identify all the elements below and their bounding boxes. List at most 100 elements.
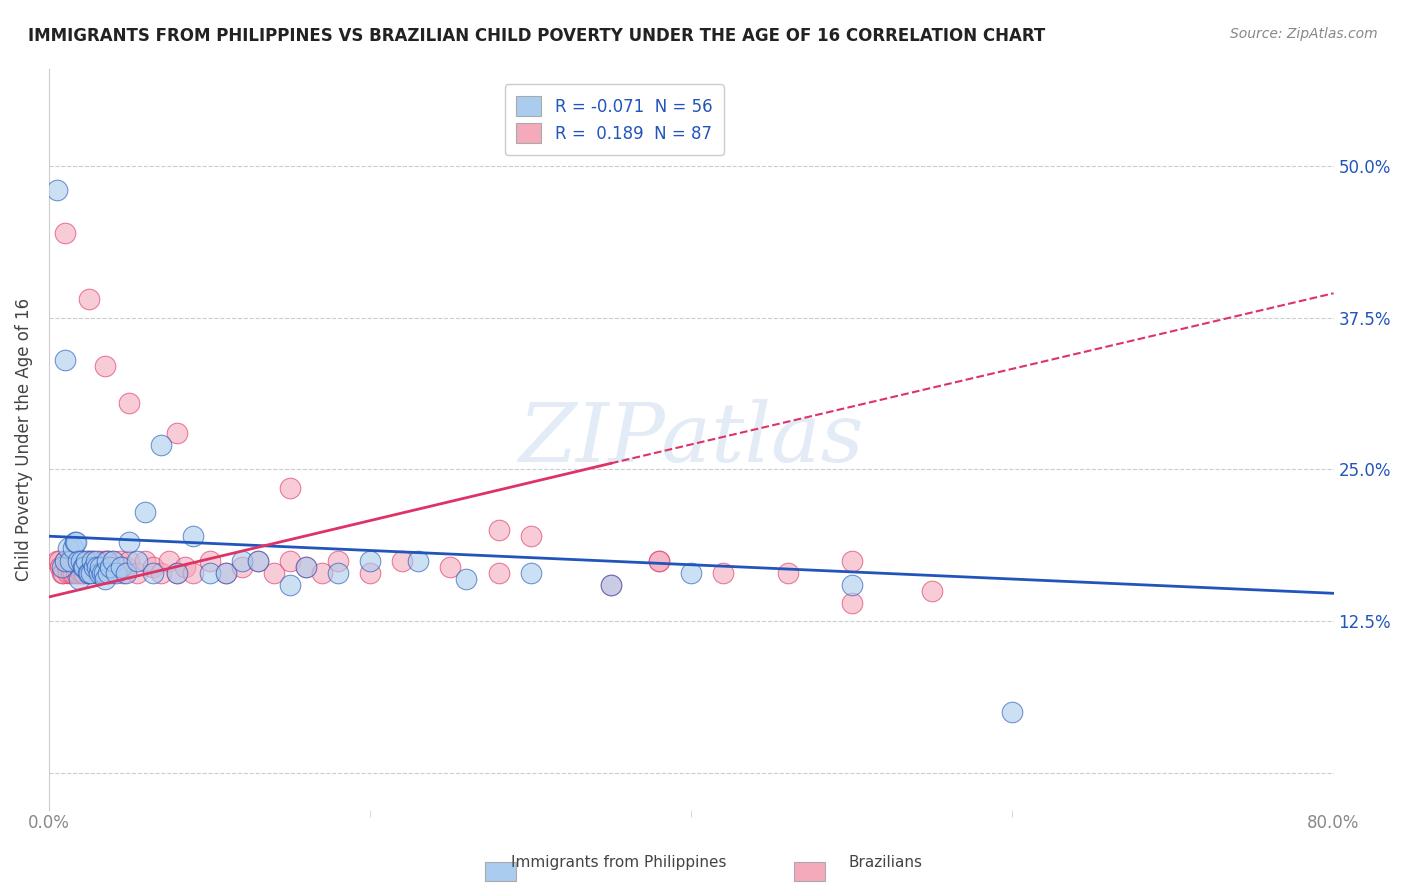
Point <box>76 553 98 567</box>
Point <box>198 553 221 567</box>
Point <box>73 566 96 580</box>
Point <box>263 566 285 580</box>
Point <box>94 566 117 580</box>
Point <box>70 566 93 580</box>
Point <box>111 566 134 580</box>
Point <box>456 572 478 586</box>
Point <box>75 559 97 574</box>
Point <box>66 553 89 567</box>
Point <box>72 559 94 574</box>
Point <box>776 566 799 580</box>
Point <box>648 553 671 567</box>
Point <box>118 553 141 567</box>
Point <box>150 438 173 452</box>
Point <box>488 523 510 537</box>
Point <box>326 566 349 580</box>
Point <box>58 566 80 580</box>
Point <box>214 566 236 580</box>
Point <box>73 559 96 574</box>
Point <box>58 553 80 567</box>
Point <box>359 553 381 567</box>
Point <box>62 553 84 567</box>
Point <box>921 583 943 598</box>
Point <box>96 553 118 567</box>
Point <box>53 226 76 240</box>
Point <box>311 566 333 580</box>
Text: Brazilians: Brazilians <box>849 855 922 870</box>
Point <box>246 553 269 567</box>
Point <box>681 566 703 580</box>
Point <box>174 559 197 574</box>
Point <box>98 559 121 574</box>
Point <box>142 559 165 574</box>
Point <box>93 566 115 580</box>
Point <box>46 183 69 197</box>
Point <box>77 293 100 307</box>
Point <box>278 578 301 592</box>
Point <box>600 578 623 592</box>
Point <box>87 553 110 567</box>
Point <box>66 553 89 567</box>
Point <box>278 481 301 495</box>
Point <box>52 566 75 580</box>
Point <box>183 529 205 543</box>
Point <box>65 566 87 580</box>
Point <box>94 359 117 373</box>
Point <box>91 566 114 580</box>
Point <box>84 566 107 580</box>
Point <box>48 553 70 567</box>
Text: IMMIGRANTS FROM PHILIPPINES VS BRAZILIAN CHILD POVERTY UNDER THE AGE OF 16 CORRE: IMMIGRANTS FROM PHILIPPINES VS BRAZILIAN… <box>28 27 1046 45</box>
Point <box>108 553 131 567</box>
Point <box>58 541 80 556</box>
Point <box>406 553 429 567</box>
Point <box>166 566 188 580</box>
Point <box>97 566 120 580</box>
Point <box>1001 706 1024 720</box>
Text: Immigrants from Philippines: Immigrants from Philippines <box>510 855 727 870</box>
Point <box>77 553 100 567</box>
Point <box>841 553 863 567</box>
Point <box>96 553 118 567</box>
Point <box>72 559 94 574</box>
Point <box>97 553 120 567</box>
Point <box>49 559 72 574</box>
Point <box>214 566 236 580</box>
Point <box>51 559 73 574</box>
Point <box>600 578 623 592</box>
Point <box>83 559 105 574</box>
Point <box>295 559 318 574</box>
Legend: R = -0.071  N = 56, R =  0.189  N = 87: R = -0.071 N = 56, R = 0.189 N = 87 <box>505 84 724 155</box>
Point <box>105 566 128 580</box>
Point <box>60 566 83 580</box>
Point <box>648 553 671 567</box>
Point <box>127 553 149 567</box>
Point <box>198 566 221 580</box>
Point <box>83 559 105 574</box>
Point <box>69 572 91 586</box>
Point <box>127 566 149 580</box>
Point <box>103 553 125 567</box>
Point <box>359 566 381 580</box>
Point <box>295 559 318 574</box>
Point <box>59 553 82 567</box>
Text: ZIPatlas: ZIPatlas <box>519 399 865 479</box>
Point <box>157 553 180 567</box>
Point <box>134 553 156 567</box>
Point <box>51 566 73 580</box>
Point <box>519 566 541 580</box>
Point <box>84 553 107 567</box>
Point <box>98 559 121 574</box>
Y-axis label: Child Poverty Under the Age of 16: Child Poverty Under the Age of 16 <box>15 297 32 581</box>
Point <box>82 553 104 567</box>
Point <box>100 566 122 580</box>
Point <box>62 541 84 556</box>
Point <box>711 566 734 580</box>
Point <box>183 566 205 580</box>
Point <box>93 553 115 567</box>
Point <box>103 553 125 567</box>
Point <box>70 553 93 567</box>
Point <box>80 559 103 574</box>
Point <box>82 553 104 567</box>
Point <box>488 566 510 580</box>
Point <box>66 566 89 580</box>
